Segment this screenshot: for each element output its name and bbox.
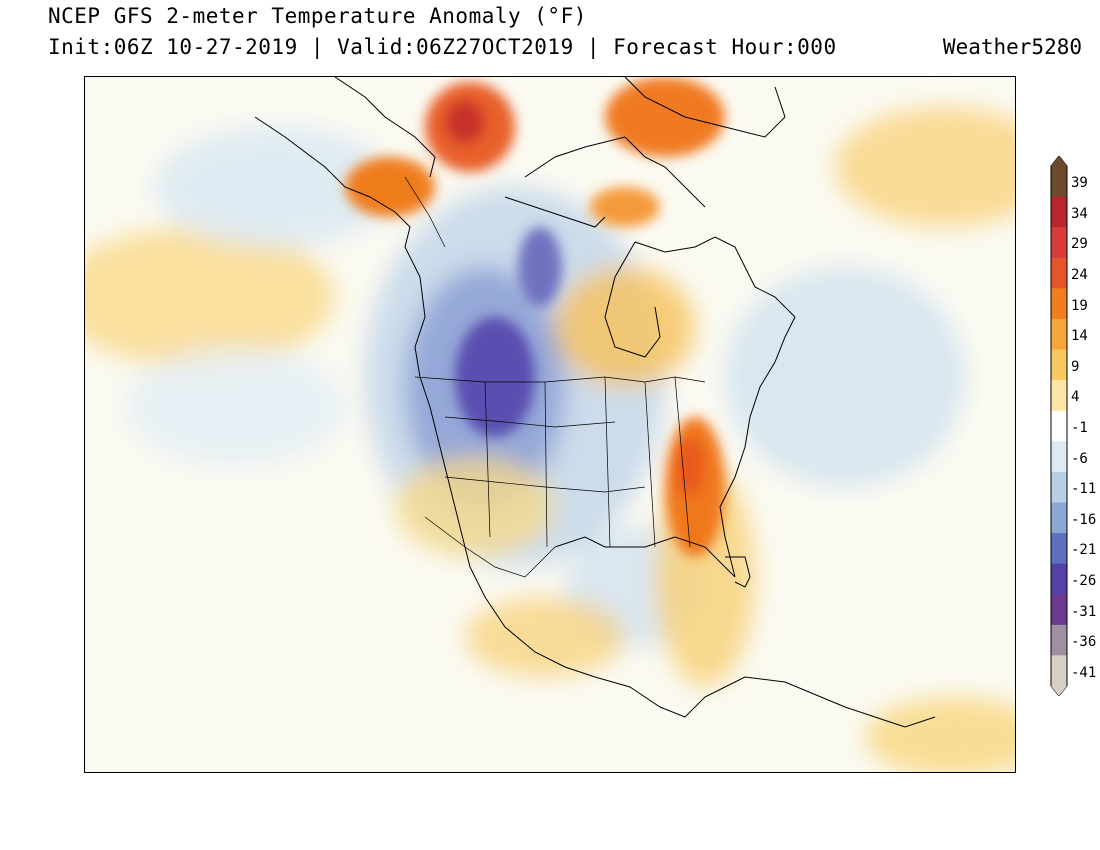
colorbar-tick-label: -1 [1071, 420, 1088, 436]
colorbar-tick-label: 39 [1071, 175, 1088, 192]
greenland-warm [605, 77, 725, 157]
colorbar-tick-label: 4 [1071, 389, 1080, 406]
colorbar-swatch [1051, 471, 1067, 503]
colorbar [1050, 156, 1068, 696]
colorbar-swatch [1051, 410, 1067, 442]
colorbar-swatch [1051, 227, 1067, 259]
anomaly-map[interactable] [84, 76, 1016, 773]
colorbar-tick-label: 34 [1071, 205, 1088, 222]
colorbar-swatch [1051, 594, 1067, 626]
colorbar-swatch [1051, 349, 1067, 381]
colorbar-swatch [1051, 533, 1067, 565]
colorbar-tick-label: -26 [1071, 572, 1097, 589]
hudson-warm [555, 267, 695, 387]
prairie-cold [518, 227, 562, 307]
mexico-warm [465, 597, 625, 677]
colorbar-swatch [1051, 257, 1067, 289]
colorbar-tick-label: 9 [1071, 358, 1080, 375]
baffin-warm [590, 187, 660, 227]
rockies-cold [455, 317, 535, 437]
colorbar-swatch [1051, 624, 1067, 656]
coastlines [254, 77, 936, 728]
colorbar-tick-label: 24 [1071, 267, 1088, 284]
alaska-warm [345, 157, 435, 217]
colorbar-swatch [1051, 655, 1067, 687]
colorbar-swatch [1051, 563, 1067, 595]
ocean-warm-band [85, 227, 335, 367]
caribbean-warm [865, 697, 1015, 772]
colorbar-cap-top [1051, 156, 1067, 166]
colorbar-tick-label: 19 [1071, 297, 1088, 314]
colorbar-swatch [1051, 380, 1067, 412]
arctic-warm [835, 107, 1015, 227]
colorbar-tick-label: -36 [1071, 634, 1097, 651]
pacific-cool-south [125, 347, 345, 467]
colorbar-cap-bottom [1051, 686, 1067, 696]
borders [404, 176, 706, 578]
colorbar-tick-label: -21 [1071, 542, 1097, 559]
southwest-warm [395, 457, 555, 557]
yukon-core [445, 100, 485, 144]
colorbar-swatch [1051, 318, 1067, 351]
colorbar-swatch [1051, 196, 1067, 228]
colorbar-swatch [1051, 441, 1067, 473]
colorbar-swatch [1051, 288, 1067, 320]
pacific-cool [155, 127, 395, 247]
chart-title: NCEP GFS 2-meter Temperature Anomaly (°F… [48, 4, 587, 28]
southeast-core [675, 437, 705, 497]
colorbar-tick-label: -16 [1071, 511, 1097, 528]
colorbar-tick-label: -31 [1071, 603, 1097, 620]
colorbar-tick-label: -11 [1071, 481, 1097, 498]
brand-label: Weather5280 [942, 35, 1082, 59]
colorbar-tick-label: -41 [1071, 664, 1097, 681]
colorbar-swatch [1051, 502, 1067, 534]
colorbar-swatch [1051, 166, 1067, 198]
colorbar-tick-label: 29 [1071, 236, 1088, 253]
colorbar-tick-label: -6 [1071, 450, 1088, 467]
colorbar-tick-label: 14 [1071, 328, 1088, 345]
atlantic-cool [725, 267, 965, 487]
chart-subtitle: Init:06Z 10-27-2019 | Valid:06Z27OCT2019… [48, 35, 837, 59]
